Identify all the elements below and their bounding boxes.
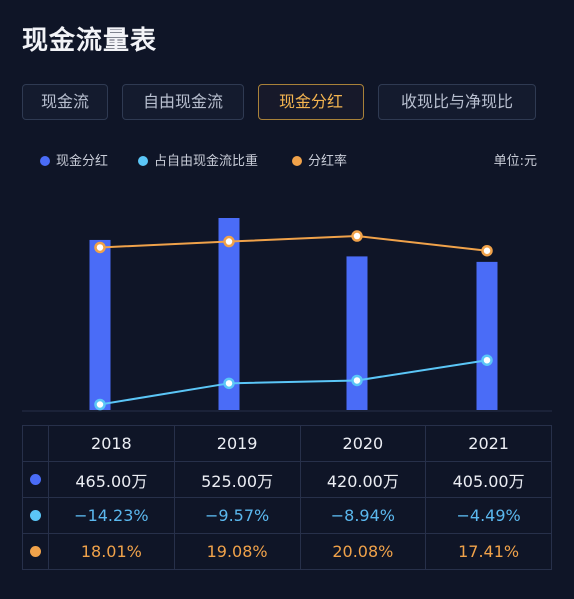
legend-item-payout-ratio[interactable]: 分红率 <box>292 150 347 169</box>
table-cell: 420.00万 <box>299 461 427 498</box>
table-cell: 17.41% <box>425 533 552 570</box>
tab-cash-flow[interactable]: 现金流 <box>22 84 108 120</box>
table-row-dividend: 465.00万 525.00万 420.00万 405.00万 <box>22 461 552 498</box>
table-cell: −9.57% <box>173 497 301 534</box>
point-payout-ratio <box>223 235 235 248</box>
legend-dot-icon <box>138 155 148 166</box>
legend-dot-icon <box>292 155 302 166</box>
unit-label: 单位:元 <box>493 154 537 169</box>
bar-dividend <box>346 256 368 410</box>
table-cell: 18.01% <box>48 533 175 570</box>
table-cell: −4.49% <box>425 497 552 534</box>
year-header: 2020 <box>299 425 427 462</box>
legend-dot-icon <box>40 155 50 166</box>
table-row-fcf-share: −14.23% −9.57% −8.94% −4.49% <box>22 497 552 534</box>
chart-plot <box>22 218 552 412</box>
year-header: 2021 <box>425 425 552 462</box>
table-header-row: 2018 2019 2020 2021 <box>22 425 552 462</box>
table-cell: 405.00万 <box>425 461 552 498</box>
payout-dot-icon <box>30 546 41 557</box>
year-header: 2018 <box>48 425 175 462</box>
tab-cash-dividend[interactable]: 现金分红 <box>258 84 364 120</box>
line-fcf-share <box>99 359 488 406</box>
table-cell: 465.00万 <box>48 461 175 498</box>
tab-cash-ratio[interactable]: 收现比与净现比 <box>378 84 536 120</box>
bar-dividend <box>89 239 111 410</box>
point-fcf-share <box>351 374 363 387</box>
bar-dividend <box>218 218 240 410</box>
table-row-payout-ratio: 18.01% 19.08% 20.08% 17.41% <box>22 533 552 570</box>
row-marker <box>22 461 49 498</box>
legend-label: 现金分红 <box>56 154 109 169</box>
point-payout-ratio <box>351 230 363 242</box>
page-title: 现金流量表 <box>22 26 158 56</box>
bar-dividend <box>476 261 498 410</box>
point-payout-ratio <box>481 244 493 257</box>
point-fcf-share <box>94 398 106 411</box>
fcf-share-dot-icon <box>30 510 41 521</box>
tab-free-cash-flow[interactable]: 自由现金流 <box>122 84 244 120</box>
point-fcf-share <box>481 354 493 366</box>
row-marker <box>22 533 49 570</box>
legend-label: 分红率 <box>308 154 348 169</box>
data-table: 2018 2019 2020 2021 465.00万 525.00万 420.… <box>22 425 552 570</box>
table-cell: 525.00万 <box>173 461 301 498</box>
point-payout-ratio <box>94 241 106 254</box>
table-corner <box>22 425 49 462</box>
point-fcf-share <box>223 377 235 390</box>
legend-item-dividend[interactable]: 现金分红 <box>40 150 108 169</box>
line-payout-ratio <box>99 235 488 252</box>
legend-item-fcf-share[interactable]: 占自由现金流比重 <box>138 150 258 169</box>
table-cell: −8.94% <box>299 497 427 534</box>
table-cell: −14.23% <box>48 497 175 534</box>
legend-label: 占自由现金流比重 <box>154 154 259 169</box>
dividend-dot-icon <box>30 474 41 485</box>
table-cell: 20.08% <box>299 533 427 570</box>
row-marker <box>22 497 49 534</box>
year-header: 2019 <box>173 425 301 462</box>
table-cell: 19.08% <box>173 533 301 570</box>
